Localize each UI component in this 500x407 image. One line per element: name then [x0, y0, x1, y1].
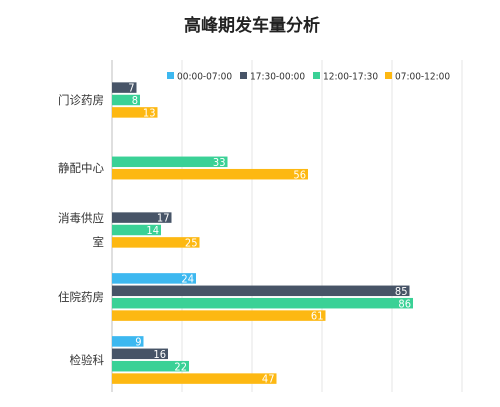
- grid-lines: [111, 60, 463, 392]
- legend-label: 17:30-00:00: [250, 72, 305, 83]
- bar: [112, 373, 277, 384]
- data-label: 47: [262, 373, 275, 386]
- legend-swatch: [313, 72, 320, 79]
- data-label: 8: [132, 94, 138, 107]
- data-label: 9: [135, 335, 141, 348]
- data-label: 85: [395, 285, 408, 298]
- legend-label: 00:00-07:00: [177, 72, 232, 83]
- legend-swatch: [385, 72, 392, 79]
- bar: [112, 94, 140, 106]
- data-label: 14: [146, 224, 159, 237]
- data-label: 33: [213, 156, 226, 169]
- bar: [112, 224, 161, 236]
- data-label: 61: [311, 310, 324, 323]
- data-label: 24: [181, 272, 194, 285]
- legend-swatch: [240, 72, 247, 79]
- category-label: 静配中心: [58, 161, 104, 175]
- data-label: 17: [157, 212, 170, 225]
- data-label: 13: [143, 106, 156, 119]
- data-label: 86: [398, 297, 411, 310]
- bar: [112, 360, 189, 372]
- category-label: 门诊药房: [58, 93, 104, 107]
- legend-label: 12:00-17:30: [323, 72, 378, 83]
- category-label: 住院药房: [58, 290, 104, 304]
- bar: [112, 212, 172, 223]
- category-label: 消毒供应: [58, 211, 104, 225]
- legend-label: 07:00-12:00: [395, 72, 450, 83]
- bars: [112, 82, 413, 384]
- data-label: 56: [293, 168, 306, 181]
- bar: [112, 237, 200, 248]
- data-label: 16: [153, 348, 166, 361]
- legend: 00:00-07:00 17:30-00:00 12:00-17:30 07:00-1…: [167, 72, 450, 83]
- bar: [112, 156, 228, 168]
- category-label: 检验科: [70, 353, 105, 367]
- data-label: 25: [185, 236, 198, 249]
- chart-title: 高峰期发车量分析: [184, 15, 320, 36]
- bar: [112, 348, 168, 360]
- category-label: 室: [93, 235, 105, 249]
- bar: [112, 168, 308, 180]
- legend-swatch: [167, 72, 174, 79]
- bar: [112, 273, 196, 284]
- bar: [112, 107, 158, 118]
- bar: [112, 285, 410, 297]
- bar: [112, 336, 144, 347]
- bar: [112, 297, 413, 309]
- data-label: 22: [174, 360, 187, 373]
- data-label: 7: [128, 82, 134, 95]
- bar: [112, 310, 326, 321]
- bar: [112, 82, 137, 93]
